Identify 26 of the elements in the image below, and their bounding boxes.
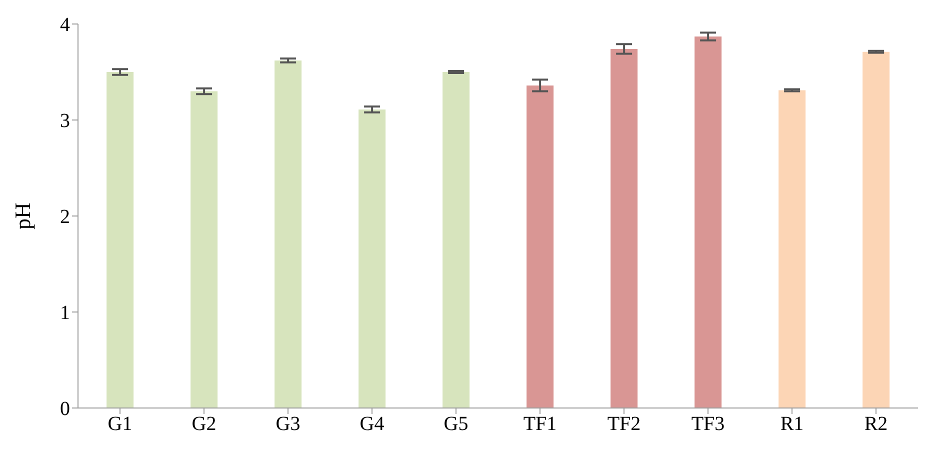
x-tick-label: R2 xyxy=(864,413,888,436)
bar xyxy=(694,36,722,408)
y-tick-label: 2 xyxy=(60,206,70,228)
y-tick-label: 1 xyxy=(60,302,70,324)
bar xyxy=(442,72,470,408)
bar xyxy=(610,48,638,408)
x-tick-label: G3 xyxy=(276,413,300,436)
bar xyxy=(274,60,302,408)
x-tick-label: TF2 xyxy=(607,413,641,436)
x-tick-label: TF1 xyxy=(523,413,557,436)
bar xyxy=(358,109,386,408)
x-tick-label: G4 xyxy=(360,413,384,436)
x-tick-label: R1 xyxy=(780,413,804,436)
bar xyxy=(778,90,806,408)
bar xyxy=(106,72,134,408)
bar xyxy=(190,91,218,408)
x-tick-label: G2 xyxy=(192,413,216,436)
bar xyxy=(862,52,890,408)
y-tick-label: 0 xyxy=(60,398,70,420)
y-axis-title: pH xyxy=(10,202,35,230)
bar xyxy=(526,85,554,408)
y-tick-label: 4 xyxy=(60,14,70,36)
x-tick-label: G1 xyxy=(108,413,132,436)
x-tick-label: G5 xyxy=(444,413,468,436)
y-tick-label: 3 xyxy=(60,110,70,132)
x-tick-label: TF3 xyxy=(691,413,725,436)
